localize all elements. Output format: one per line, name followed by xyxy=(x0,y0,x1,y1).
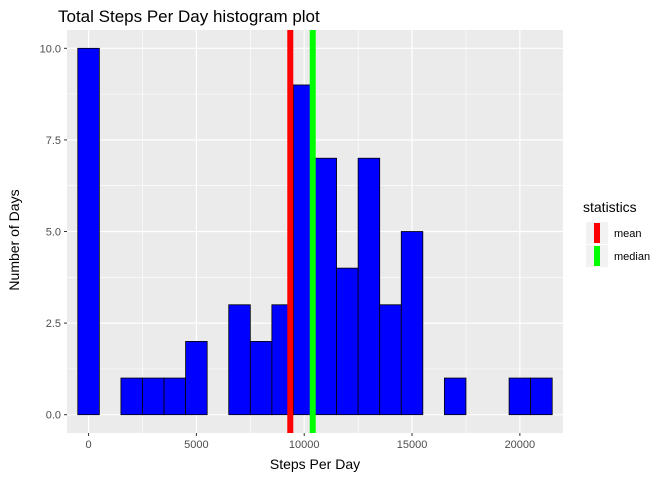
legend: statistics mean median xyxy=(583,199,650,267)
histogram-bar xyxy=(163,377,187,416)
x-tick-label: 5000 xyxy=(184,439,208,451)
x-tick-label: 20000 xyxy=(505,439,536,451)
histogram-bar xyxy=(400,231,424,416)
x-axis-title: Steps Per Day xyxy=(270,456,360,472)
histogram-bar xyxy=(357,157,381,416)
histogram-bar xyxy=(508,377,532,416)
y-tick-label: 5.0 xyxy=(46,227,61,239)
statistic-lines xyxy=(287,30,316,433)
x-tick-label: 0 xyxy=(86,439,92,451)
histogram-bar xyxy=(379,304,402,416)
legend-label-mean: mean xyxy=(614,228,642,240)
chart-title: Total Steps Per Day histogram plot xyxy=(58,7,320,26)
x-axis: 0 5000 10000 15000 20000 xyxy=(86,433,536,451)
x-tick-label: 15000 xyxy=(397,439,428,451)
y-tick-label: 0.0 xyxy=(46,410,61,422)
histogram-bar xyxy=(336,267,359,416)
histogram-bar xyxy=(314,157,337,416)
histogram-bar xyxy=(530,377,553,416)
histogram-bar xyxy=(185,341,208,416)
histogram-bar xyxy=(77,47,100,416)
legend-title: statistics xyxy=(583,199,637,215)
y-axis-title: Number of Days xyxy=(6,189,22,290)
y-tick-label: 10.0 xyxy=(40,43,61,55)
histogram-bar xyxy=(120,377,143,416)
histogram-bar xyxy=(228,304,251,416)
histogram-bars xyxy=(77,47,553,416)
histogram-bar xyxy=(443,377,467,416)
legend-label-median: median xyxy=(614,251,650,263)
y-tick-label: 2.5 xyxy=(46,318,61,330)
x-tick-label: 10000 xyxy=(289,439,320,451)
histogram-bar xyxy=(249,341,273,416)
y-axis: 0.0 2.5 5.0 7.5 10.0 xyxy=(40,43,67,422)
y-tick-label: 7.5 xyxy=(46,135,61,147)
histogram-bar xyxy=(142,377,165,416)
